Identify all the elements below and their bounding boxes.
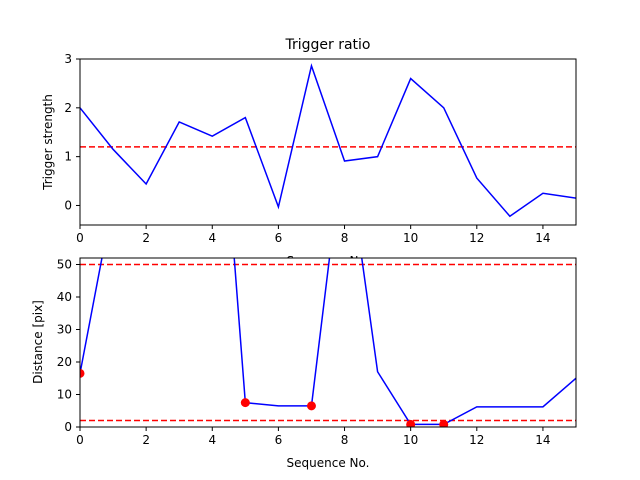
y-tick-label: 10: [57, 388, 72, 402]
x-tick-label: 10: [403, 231, 418, 245]
plot-clip: [80, 63, 576, 218]
tick-group: 0 2 4 6 8 10 12 14 0 10 20 30 40 50: [57, 258, 551, 448]
x-tick-label: 14: [535, 433, 550, 447]
x-axis-label: Sequence No.: [287, 456, 370, 470]
plot-area: [80, 258, 576, 427]
x-tick-label: 2: [142, 231, 150, 245]
bottom-axes-background: [80, 258, 576, 427]
data-point: [240, 398, 250, 408]
x-tick-label: 14: [535, 231, 550, 245]
x-tick-label: 2: [142, 433, 150, 447]
y-tick-label: 30: [57, 323, 72, 337]
y-axis-label: Distance [pix]: [31, 300, 45, 384]
data-point: [80, 368, 85, 378]
y-axis-label: Trigger strength: [41, 94, 55, 191]
data-point: [306, 401, 316, 411]
series-line: [80, 63, 576, 218]
x-tick-label: 12: [469, 231, 484, 245]
y-tick-label: 1: [64, 150, 72, 164]
data-point: [406, 419, 416, 427]
x-tick-label: 10: [403, 433, 418, 447]
x-tick-label: 8: [341, 433, 349, 447]
x-tick-label: 8: [341, 231, 349, 245]
y-tick-label: 20: [57, 355, 72, 369]
x-tick-label: 12: [469, 433, 484, 447]
plot-clip: [80, 258, 576, 427]
y-tick-label: 0: [64, 420, 72, 434]
distance-chart: 0 2 4 6 8 10 12 14 0 10 20 30 40 50 Sequence No. Dist…: [31, 257, 577, 470]
x-tick-label: 4: [208, 231, 216, 245]
chart-title: Trigger ratio: [284, 37, 370, 53]
axes-frame: [79, 58, 577, 226]
y-tick-label: 2: [64, 101, 72, 115]
plot-area: [80, 63, 576, 218]
series-line: [80, 258, 576, 426]
x-tick-label: 0: [76, 433, 84, 447]
y-tick-label: 40: [57, 290, 72, 304]
y-tick-label: 0: [64, 198, 72, 212]
y-tick-label: 3: [64, 52, 72, 66]
axes-frame: [79, 257, 577, 428]
x-tick-label: 6: [275, 231, 283, 245]
data-point: [439, 419, 449, 427]
y-tick-label: 50: [57, 258, 72, 272]
x-tick-label: 6: [275, 433, 283, 447]
x-tick-label: 0: [76, 231, 84, 245]
x-tick-label: 4: [208, 433, 216, 447]
